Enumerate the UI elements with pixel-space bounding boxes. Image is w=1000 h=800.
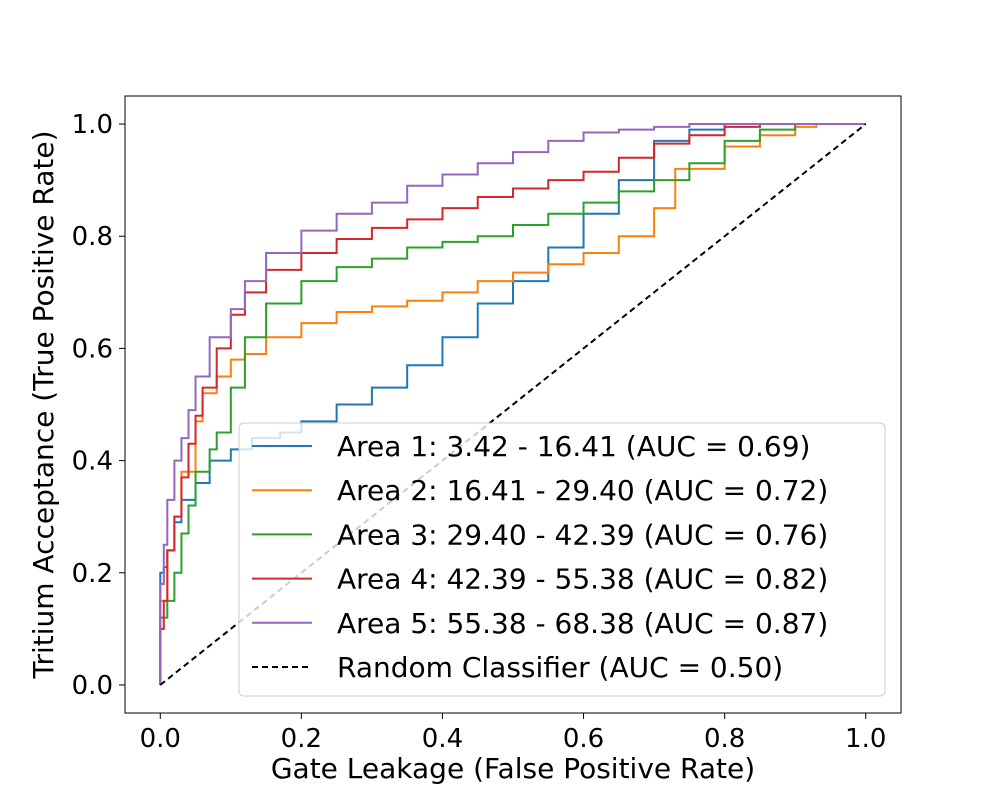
x-tick-label: 0.2 <box>281 724 322 754</box>
y-tick-label: 0.0 <box>72 671 113 701</box>
y-axis-ticks: 0.0 0.2 0.4 0.6 0.8 1.0 <box>72 110 125 701</box>
x-tick-label: 1.0 <box>845 724 886 754</box>
x-axis-ticks: 0.0 0.2 0.4 0.6 0.8 1.0 <box>140 713 886 754</box>
series-line-2 <box>159 123 866 685</box>
series-line-4 <box>159 123 866 685</box>
y-tick-label: 0.2 <box>72 559 113 589</box>
y-tick-label: 0.6 <box>72 334 113 364</box>
y-tick-label: 0.8 <box>72 222 113 252</box>
legend-box <box>238 422 886 697</box>
legend-label: Area 1: 3.42 - 16.41 (AUC = 0.69) <box>337 430 810 463</box>
x-axis-label: Gate Leakage (False Positive Rate) <box>271 752 755 785</box>
x-tick-label: 0.0 <box>140 724 181 754</box>
y-axis-label: Tritium Acceptance (True Positive Rate) <box>27 130 60 679</box>
legend-label: Area 2: 16.41 - 29.40 (AUC = 0.72) <box>337 474 828 507</box>
axes-frame <box>124 95 902 714</box>
x-tick-label: 0.8 <box>704 724 745 754</box>
y-tick-label: 1.0 <box>72 110 113 140</box>
legend-label: Area 5: 55.38 - 68.38 (AUC = 0.87) <box>337 607 828 640</box>
x-tick-label: 0.6 <box>563 724 604 754</box>
legend: Area 1: 3.42 - 16.41 (AUC = 0.69) Area 2:… <box>238 422 886 697</box>
legend-label: Area 4: 42.39 - 55.38 (AUC = 0.82) <box>337 563 828 596</box>
y-tick-label: 0.4 <box>72 447 113 477</box>
legend-label: Random Classifier (AUC = 0.50) <box>337 651 783 684</box>
x-tick-label: 0.4 <box>422 724 463 754</box>
series-line-1 <box>159 123 866 685</box>
series-line-3 <box>159 123 866 685</box>
legend-label: Area 3: 29.40 - 42.39 (AUC = 0.76) <box>337 518 828 551</box>
series-line-5 <box>159 123 866 685</box>
